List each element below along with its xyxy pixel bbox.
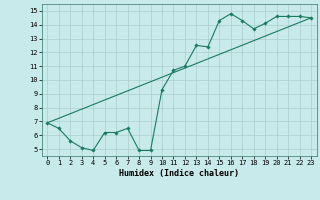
X-axis label: Humidex (Indice chaleur): Humidex (Indice chaleur) <box>119 169 239 178</box>
